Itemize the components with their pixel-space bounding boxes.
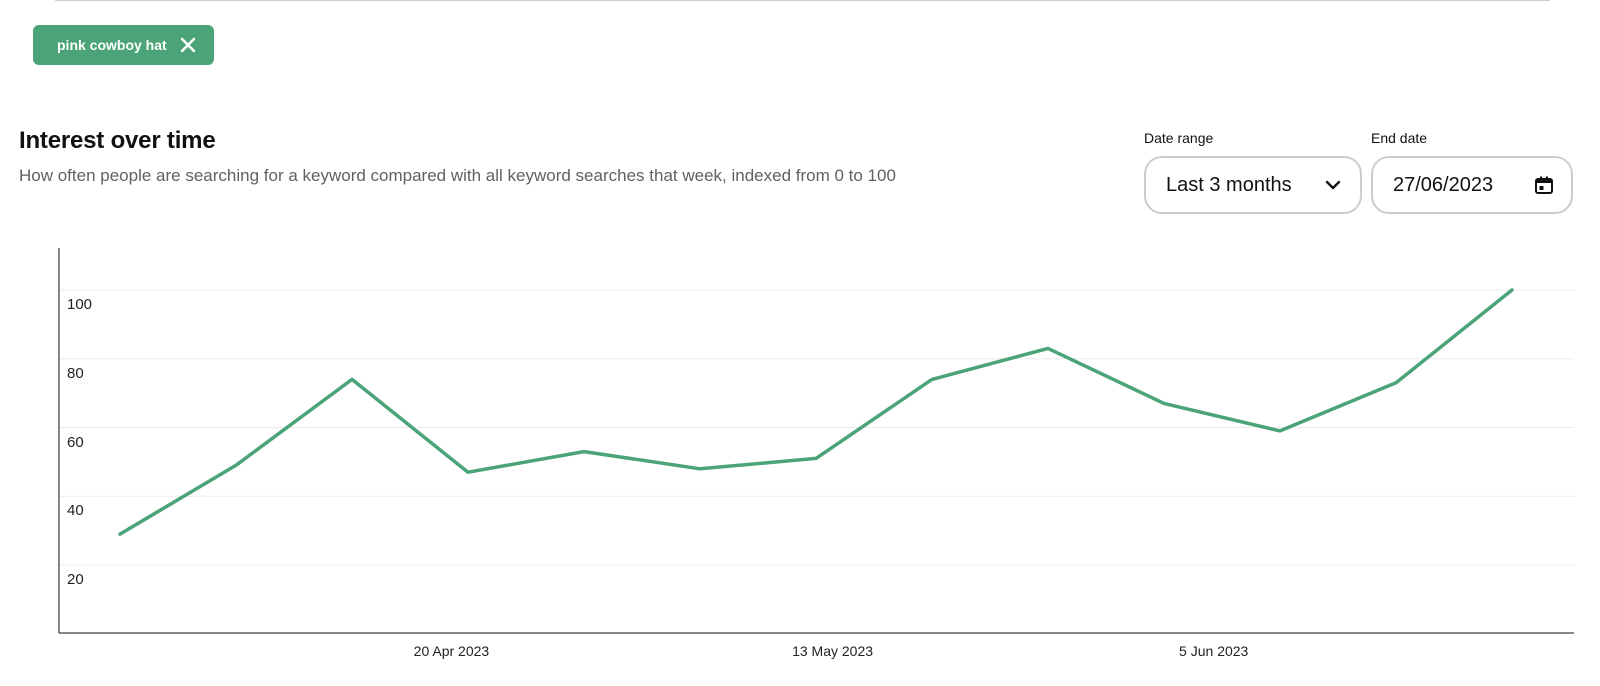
data-point[interactable] xyxy=(581,449,587,455)
y-tick-label: 20 xyxy=(67,571,84,588)
data-point[interactable] xyxy=(117,531,123,537)
data-point[interactable] xyxy=(233,462,239,468)
date-range-control: Date range Last 3 months xyxy=(1144,130,1362,214)
section-subtitle: How often people are searching for a key… xyxy=(19,166,896,185)
date-range-select[interactable]: Last 3 months xyxy=(1144,156,1362,214)
y-tick-label: 60 xyxy=(67,433,84,451)
series-line xyxy=(118,288,1514,536)
keyword-filter-chip[interactable]: pink cowboy hat xyxy=(33,25,214,65)
data-point[interactable] xyxy=(1277,428,1283,434)
end-date-value: 27/06/2023 xyxy=(1393,173,1494,196)
end-date-control: End date 27/06/2023 xyxy=(1371,130,1573,214)
section-title: Interest over time xyxy=(19,127,216,154)
interest-chart-plot xyxy=(58,248,1574,634)
x-tick-label: 5 Jun 2023 xyxy=(1179,643,1249,659)
end-date-input[interactable]: 27/06/2023 xyxy=(1371,156,1573,214)
calendar-icon[interactable] xyxy=(1533,174,1555,196)
section-header: Interest over time How often people are … xyxy=(19,126,919,186)
data-point[interactable] xyxy=(1393,380,1399,386)
end-date-label: End date xyxy=(1371,130,1428,146)
data-point[interactable] xyxy=(1161,400,1167,406)
date-range-label: Date range xyxy=(1144,130,1214,146)
data-point[interactable] xyxy=(697,466,703,472)
close-icon[interactable] xyxy=(179,36,197,54)
y-tick-label: 40 xyxy=(67,502,84,520)
top-divider xyxy=(55,0,1550,1)
x-tick-label: 20 Apr 2023 xyxy=(413,643,490,659)
y-tick-label: 80 xyxy=(67,364,84,382)
date-range-value: Last 3 months xyxy=(1166,173,1292,196)
data-point[interactable] xyxy=(1045,345,1051,351)
interest-chart: 20 40 60 80 100 20 Apr 2023 13 May 2023 5 Jun … xyxy=(0,240,1600,686)
y-tick-label: 100 xyxy=(67,296,93,313)
data-point[interactable] xyxy=(1509,287,1515,293)
chevron-down-icon xyxy=(1322,174,1344,196)
data-point[interactable] xyxy=(465,469,471,475)
data-point[interactable] xyxy=(349,376,355,382)
data-point[interactable] xyxy=(929,376,935,382)
data-point[interactable] xyxy=(813,455,819,461)
x-tick-label: 13 May 2023 xyxy=(792,643,874,659)
keyword-chip-label: pink cowboy hat xyxy=(57,37,167,53)
